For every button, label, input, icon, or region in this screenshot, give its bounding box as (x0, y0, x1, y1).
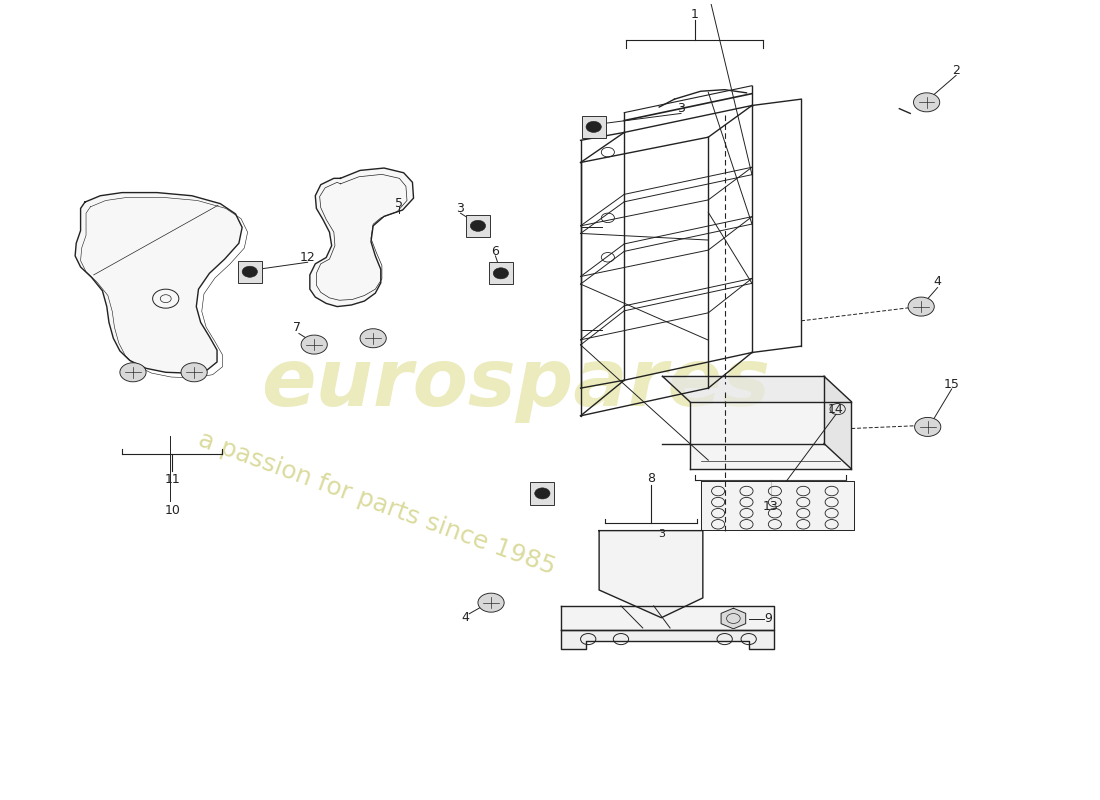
Circle shape (182, 362, 207, 382)
Circle shape (909, 297, 934, 316)
Polygon shape (690, 402, 851, 469)
Polygon shape (561, 606, 773, 630)
Circle shape (535, 488, 550, 499)
Text: 12: 12 (300, 251, 316, 264)
Text: 3: 3 (659, 529, 666, 538)
Text: 8: 8 (647, 472, 654, 485)
Polygon shape (701, 481, 854, 530)
Text: 4: 4 (461, 611, 469, 624)
Text: a passion for parts since 1985: a passion for parts since 1985 (195, 427, 559, 579)
Circle shape (586, 122, 602, 133)
Polygon shape (824, 376, 851, 469)
Text: 3: 3 (678, 102, 685, 115)
Polygon shape (310, 168, 414, 306)
Circle shape (120, 362, 146, 382)
Text: 11: 11 (164, 473, 180, 486)
Text: 10: 10 (164, 504, 180, 518)
Bar (582, 116, 606, 138)
Text: 13: 13 (762, 500, 779, 514)
Polygon shape (561, 630, 773, 650)
Text: 15: 15 (944, 378, 959, 390)
Bar (466, 214, 490, 237)
Polygon shape (75, 193, 242, 373)
Circle shape (242, 266, 257, 278)
Polygon shape (662, 376, 851, 402)
Circle shape (471, 220, 485, 231)
Polygon shape (722, 608, 746, 629)
Text: 7: 7 (293, 321, 300, 334)
Polygon shape (600, 530, 703, 618)
Text: 14: 14 (828, 403, 844, 416)
Circle shape (360, 329, 386, 348)
Circle shape (914, 418, 940, 437)
Bar (238, 261, 262, 283)
Bar (530, 482, 554, 505)
Text: 1: 1 (691, 8, 698, 21)
Text: 6: 6 (492, 245, 499, 258)
Circle shape (913, 93, 939, 112)
Text: 5: 5 (395, 197, 404, 210)
Bar (488, 262, 513, 285)
Text: eurospares: eurospares (261, 345, 770, 423)
Text: 9: 9 (764, 612, 772, 625)
Text: 2: 2 (953, 64, 960, 77)
Circle shape (301, 335, 328, 354)
Circle shape (477, 593, 504, 612)
Circle shape (493, 268, 508, 279)
Text: 3: 3 (456, 202, 464, 215)
Text: 4: 4 (934, 274, 942, 288)
